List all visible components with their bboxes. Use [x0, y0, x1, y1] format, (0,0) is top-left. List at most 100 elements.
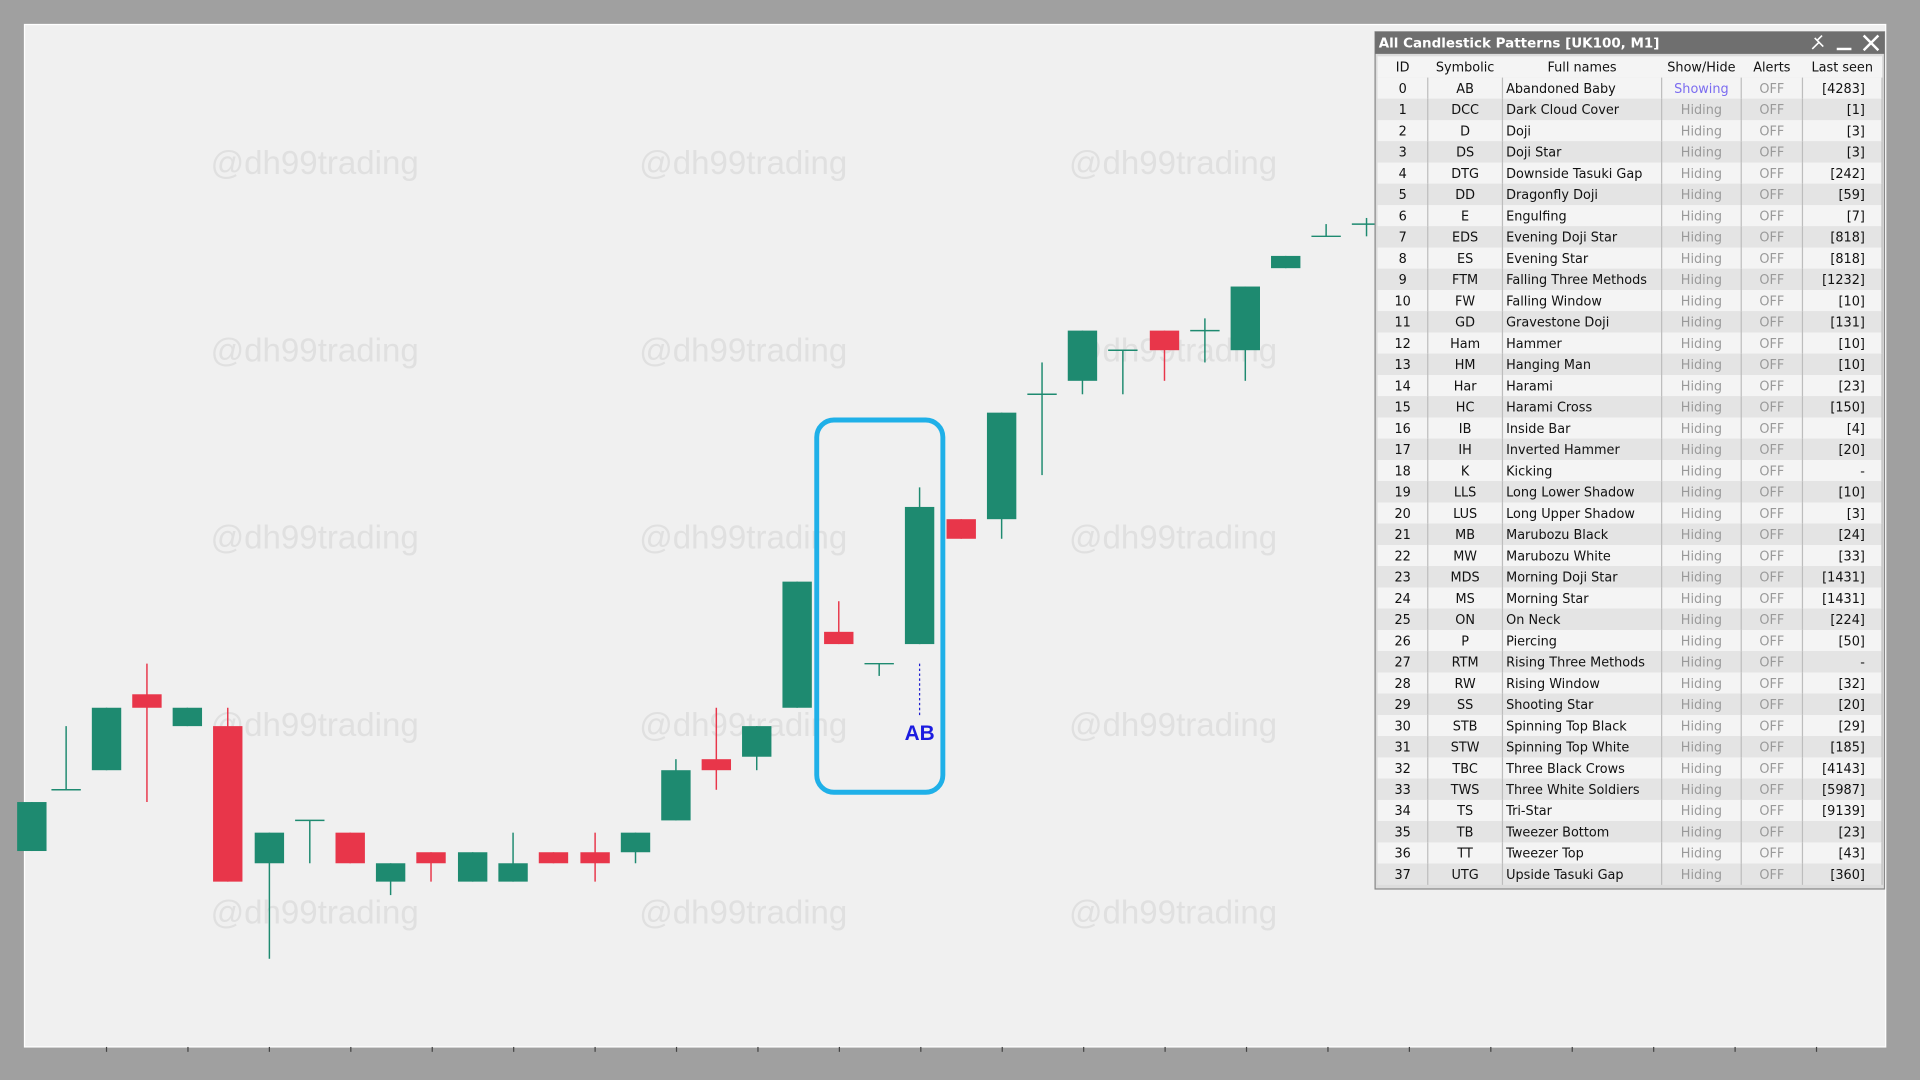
table-cell[interactable]: OFF [1759, 294, 1784, 309]
table-cell[interactable]: Hiding [1681, 804, 1722, 819]
table-cell[interactable]: OFF [1759, 358, 1784, 373]
table-row[interactable] [1377, 842, 1883, 864]
table-row[interactable] [1377, 311, 1883, 333]
table-cell[interactable]: Hiding [1681, 719, 1722, 734]
table-cell[interactable]: OFF [1759, 762, 1784, 777]
table-cell[interactable]: Hiding [1681, 868, 1722, 883]
table-cell[interactable]: Hiding [1681, 464, 1722, 479]
table-cell[interactable]: Hiding [1681, 167, 1722, 182]
table-cell[interactable]: OFF [1759, 634, 1784, 649]
table-cell[interactable]: OFF [1759, 401, 1784, 416]
table-cell[interactable]: Hiding [1681, 422, 1722, 437]
table-cell[interactable]: OFF [1759, 741, 1784, 756]
table-cell[interactable]: OFF [1759, 273, 1784, 288]
table-cell[interactable]: Hiding [1681, 783, 1722, 798]
table-row[interactable] [1377, 226, 1883, 248]
table-cell[interactable]: OFF [1759, 316, 1784, 331]
table-cell[interactable]: OFF [1759, 571, 1784, 586]
table-row[interactable] [1377, 714, 1883, 737]
table-row[interactable] [1377, 821, 1883, 843]
table-row[interactable] [1377, 778, 1883, 800]
table-cell[interactable]: Hiding [1681, 571, 1722, 586]
table-cell[interactable]: Hiding [1681, 528, 1722, 543]
table-row[interactable] [1377, 799, 1883, 822]
table-row[interactable] [1377, 375, 1883, 397]
table-row[interactable] [1377, 587, 1883, 609]
table-cell[interactable]: OFF [1759, 613, 1784, 628]
table-cell[interactable]: Hiding [1681, 762, 1722, 777]
table-cell[interactable]: Hiding [1681, 231, 1722, 246]
table-row[interactable] [1377, 863, 1883, 885]
table-cell[interactable]: Hiding [1681, 316, 1722, 331]
pin-button[interactable] [1811, 34, 1824, 50]
table-cell[interactable]: Hiding [1681, 273, 1722, 288]
table-cell[interactable]: OFF [1759, 677, 1784, 692]
table-cell[interactable]: OFF [1759, 124, 1784, 139]
table-cell[interactable]: OFF [1759, 82, 1784, 97]
table-cell[interactable]: Hiding [1681, 294, 1722, 309]
table-cell[interactable]: OFF [1759, 783, 1784, 798]
table-cell[interactable]: Hiding [1681, 825, 1722, 840]
table-cell[interactable]: OFF [1759, 188, 1784, 203]
table-cell[interactable]: Hiding [1681, 549, 1722, 564]
table-row[interactable] [1377, 98, 1883, 121]
table-cell[interactable]: Hiding [1681, 741, 1722, 756]
table-cell[interactable]: Hiding [1681, 337, 1722, 352]
table-cell[interactable]: OFF [1759, 804, 1784, 819]
table-row[interactable] [1377, 502, 1883, 524]
table-cell[interactable]: Hiding [1681, 656, 1722, 671]
table-cell[interactable]: OFF [1759, 464, 1784, 479]
table-row[interactable] [1377, 523, 1883, 545]
table-row[interactable] [1377, 693, 1883, 715]
table-row[interactable] [1377, 736, 1883, 758]
table-cell[interactable]: Hiding [1681, 613, 1722, 628]
table-cell[interactable]: OFF [1759, 146, 1784, 161]
table-row[interactable] [1377, 141, 1883, 163]
table-cell[interactable]: OFF [1759, 422, 1784, 437]
table-cell[interactable]: OFF [1759, 825, 1784, 840]
table-cell[interactable]: OFF [1759, 549, 1784, 564]
table-cell[interactable]: OFF [1759, 337, 1784, 352]
table-cell[interactable]: OFF [1759, 379, 1784, 394]
table-row[interactable] [1377, 566, 1883, 588]
table-row[interactable] [1377, 459, 1883, 482]
table-cell[interactable]: OFF [1759, 252, 1784, 267]
table-cell[interactable]: OFF [1759, 209, 1784, 224]
table-cell[interactable]: Hiding [1681, 124, 1722, 139]
table-row[interactable] [1377, 120, 1883, 142]
table-cell[interactable]: Hiding [1681, 379, 1722, 394]
table-cell[interactable]: OFF [1759, 847, 1784, 862]
table-cell[interactable]: Hiding [1681, 252, 1722, 267]
table-row[interactable] [1377, 672, 1883, 694]
table-cell[interactable]: Hiding [1681, 507, 1722, 522]
table-row[interactable] [1377, 183, 1883, 206]
table-row[interactable] [1377, 396, 1883, 418]
table-row[interactable] [1377, 417, 1883, 439]
table-cell[interactable]: OFF [1759, 719, 1784, 734]
table-cell[interactable]: OFF [1759, 656, 1784, 671]
close-button[interactable] [1862, 34, 1880, 52]
table-row[interactable] [1377, 162, 1883, 184]
table-cell[interactable]: Showing [1674, 82, 1729, 97]
table-cell[interactable]: Hiding [1681, 209, 1722, 224]
table-row[interactable] [1377, 608, 1883, 630]
table-cell[interactable]: OFF [1759, 486, 1784, 501]
table-row[interactable] [1377, 290, 1883, 312]
table-cell[interactable]: OFF [1759, 868, 1784, 883]
table-row[interactable] [1377, 247, 1883, 269]
table-cell[interactable]: OFF [1759, 231, 1784, 246]
table-cell[interactable]: Hiding [1681, 103, 1722, 118]
table-cell[interactable]: OFF [1759, 167, 1784, 182]
table-row[interactable] [1377, 353, 1883, 375]
table-cell[interactable]: OFF [1759, 528, 1784, 543]
table-row[interactable] [1377, 481, 1883, 503]
table-cell[interactable]: Hiding [1681, 358, 1722, 373]
table-cell[interactable]: Hiding [1681, 634, 1722, 649]
table-row[interactable] [1377, 205, 1883, 227]
table-cell[interactable]: Hiding [1681, 698, 1722, 713]
table-row[interactable] [1377, 651, 1883, 673]
table-row[interactable] [1377, 332, 1883, 354]
table-row[interactable] [1377, 757, 1883, 779]
table-row[interactable] [1377, 629, 1883, 652]
table-cell[interactable]: Hiding [1681, 188, 1722, 203]
